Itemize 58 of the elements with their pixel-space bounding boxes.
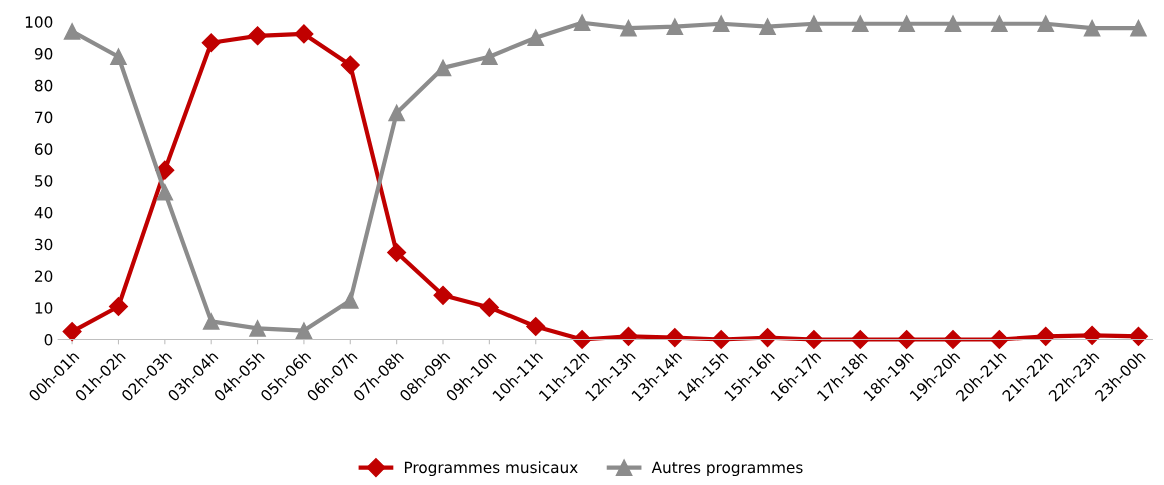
y-tick-label: 80 [34,79,53,92]
y-tick-label: 50 [35,175,53,187]
legend-label: Programmes musicaux [404,461,578,477]
y-tick-label: 40 [34,206,53,219]
y-tick-label: 70 [35,111,53,124]
point [944,15,962,33]
y-tick-label: 10 [35,302,53,314]
y-tick-label: 60 [34,143,53,155]
point [248,26,268,46]
point [666,18,684,35]
point [202,313,220,330]
point [527,29,545,47]
point [108,296,129,316]
point [805,15,823,33]
point [1128,326,1148,346]
point [110,48,127,66]
point [526,316,546,337]
point [850,329,870,350]
point [572,329,592,350]
point [711,329,731,350]
point [1130,19,1147,37]
point [62,322,82,342]
point [481,48,498,66]
point [388,104,405,122]
point [201,33,221,53]
point [851,15,869,33]
y-tick-label: 90 [34,48,53,60]
point [804,329,824,350]
point [294,24,314,44]
point [1036,326,1056,346]
y-tick-label: 30 [35,238,53,251]
point [573,14,591,32]
point [249,320,266,337]
y-tick-label: 0 [44,333,53,346]
point [1083,19,1101,37]
point [712,15,730,33]
point [434,59,452,77]
point [1037,15,1055,33]
point [759,18,776,35]
point [433,285,453,305]
point [295,322,313,339]
legend-label: Autres programmes [651,461,803,477]
point [943,329,963,350]
point [156,183,174,201]
y-tick-label: 20 [35,270,53,282]
point [387,242,407,262]
point [341,292,359,309]
point [63,23,81,40]
y-tick-label: 100 [25,16,53,28]
point [618,326,638,346]
point [340,55,360,75]
point [479,297,499,317]
point [898,15,915,33]
point [1082,325,1102,345]
point [991,15,1008,33]
point [758,328,778,348]
point [620,19,637,37]
point [665,328,685,348]
